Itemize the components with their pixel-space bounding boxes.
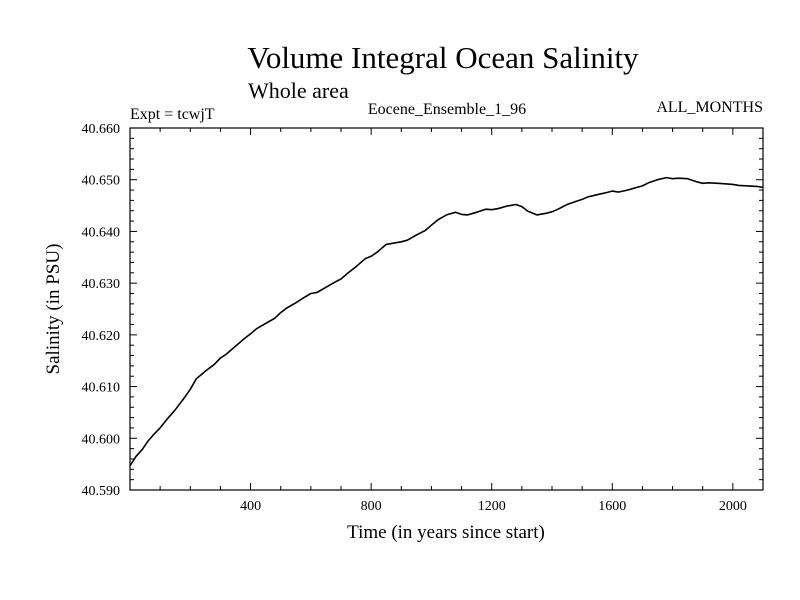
y-tick-label: 40.640 [82, 225, 121, 240]
axis-tick-labels: 400 800 1200 1600 2000 40.590 40.600 40.610 40.6… [82, 122, 747, 514]
y-tick-label: 40.620 [82, 329, 121, 344]
y-tick-label: 40.630 [82, 277, 121, 292]
x-tick-label: 800 [361, 499, 382, 514]
x-tick-label: 1600 [598, 499, 626, 514]
y-tick-label: 40.660 [82, 122, 121, 137]
chart-title: Volume Integral Ocean Salinity [247, 40, 639, 75]
x-axis-label: Time (in years since start) [347, 522, 545, 543]
salinity-series-line [129, 176, 764, 467]
chart-subtitle: Whole area [248, 78, 349, 103]
months-label: ALL_MONTHS [656, 99, 763, 116]
x-tick-label: 2000 [719, 499, 747, 514]
experiment-label: Expt = tcwjT [130, 106, 215, 123]
y-tick-label: 40.600 [82, 432, 121, 447]
y-tick-label: 40.650 [82, 174, 121, 189]
ensemble-label: Eocene_Ensemble_1_96 [368, 101, 526, 118]
x-tick-label: 1200 [478, 499, 506, 514]
plot-frame [129, 127, 764, 491]
axis-ticks [130, 128, 763, 490]
y-tick-label: 40.610 [82, 381, 121, 396]
x-tick-label: 400 [240, 499, 261, 514]
y-tick-label: 40.590 [82, 484, 121, 499]
y-axis-label: Salinity (in PSU) [43, 244, 64, 375]
